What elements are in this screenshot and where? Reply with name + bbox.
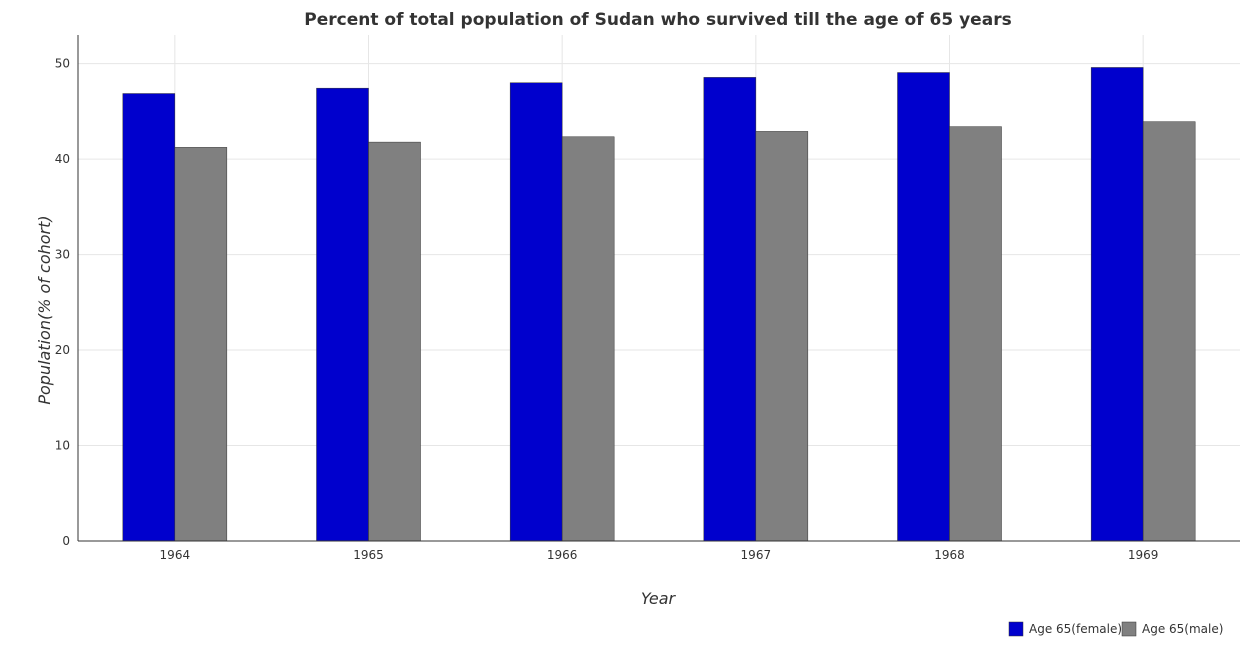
y-tick-label: 20 [55, 343, 70, 357]
bars [122, 67, 1196, 542]
gridlines [78, 35, 1240, 542]
x-tick-label: 1965 [353, 548, 384, 562]
x-axis-label: Year [641, 589, 677, 608]
legend-swatch-female [1008, 621, 1024, 637]
legend: Age 65(female) Age 65(male) [1008, 621, 1223, 637]
bar-female-1964 [122, 93, 176, 542]
y-tick-label: 30 [55, 248, 70, 262]
bar-male-1969 [1142, 121, 1196, 542]
x-tick-label: 1969 [1128, 548, 1159, 562]
tick-labels: 0 10 20 30 40 50 1964 1965 1966 1967 1968 1969 [55, 57, 1159, 562]
x-tick-label: 1967 [741, 548, 772, 562]
bar-female-1969 [1090, 67, 1144, 542]
bar-female-1965 [316, 87, 369, 542]
bar-male-1965 [368, 141, 421, 542]
y-tick-label: 40 [55, 152, 70, 166]
y-tick-label: 50 [55, 57, 70, 71]
y-tick-label: 10 [55, 439, 70, 453]
x-tick-label: 1966 [547, 548, 578, 562]
bar-male-1966 [561, 136, 615, 542]
y-axis-label: Population(% of cohort) [35, 215, 54, 404]
legend-label-male: Age 65(male) [1142, 622, 1223, 636]
bar-female-1966 [509, 82, 563, 542]
bar-female-1968 [897, 72, 950, 542]
legend-swatch-male [1121, 621, 1137, 637]
bar-male-1968 [949, 126, 1002, 542]
bar-male-1964 [174, 147, 228, 542]
legend-label-female: Age 65(female) [1029, 622, 1122, 636]
bar-male-1967 [755, 131, 809, 542]
x-tick-label: 1968 [934, 548, 965, 562]
bar-female-1967 [703, 77, 757, 542]
x-tick-label: 1964 [160, 548, 191, 562]
axes [77, 35, 1240, 542]
chart-title: Percent of total population of Sudan who… [304, 10, 1011, 30]
y-tick-label: 0 [62, 534, 70, 548]
